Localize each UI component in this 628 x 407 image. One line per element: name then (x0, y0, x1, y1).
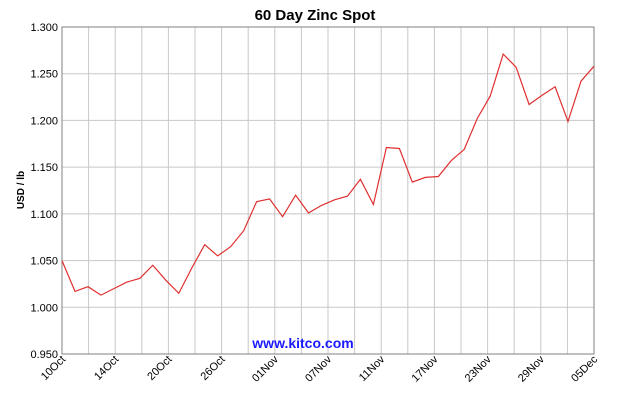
zinc-price-line (61, 52, 595, 296)
y-tick-label: 1.150 (30, 162, 58, 174)
y-tick-labels: 0.950 1.000 1.050 1.100 1.150 1.200 1.250 1.300 (30, 22, 58, 361)
y-axis-label: USD / lb (16, 171, 27, 209)
plot-area-border (61, 26, 595, 355)
x-tick-label: 11Nov (357, 353, 388, 384)
x-tick-label: 29Nov (516, 353, 547, 384)
y-tick-label: 1.050 (30, 256, 58, 268)
x-tick-label: 20Oct (145, 354, 174, 383)
watermark-text: www.kitco.com (251, 335, 353, 351)
y-tick-label: 0.950 (30, 349, 58, 361)
x-tick-label: 17Nov (410, 353, 441, 384)
y-tick-label: 1.300 (30, 22, 58, 34)
y-tick-label: 1.250 (30, 69, 58, 81)
x-tick-label: 07Nov (303, 353, 334, 384)
chart-title: 60 Day Zinc Spot (255, 7, 376, 24)
y-tick-label: 1.200 (30, 115, 58, 127)
x-tick-label: 23Nov (463, 353, 494, 384)
y-tick-label: 1.100 (30, 209, 58, 221)
x-tick-label: 14Oct (92, 354, 121, 383)
y-tick-label: 1.000 (30, 302, 58, 314)
x-tick-label: 01Nov (250, 353, 281, 384)
x-tick-label: 26Oct (198, 354, 227, 383)
x-tick-labels: 10Oct 14Oct 20Oct 26Oct 01Nov 07Nov 11Nov 17Nov… (39, 353, 601, 384)
grid-lines (61, 26, 595, 355)
x-tick-label: 05Dec (569, 353, 600, 384)
